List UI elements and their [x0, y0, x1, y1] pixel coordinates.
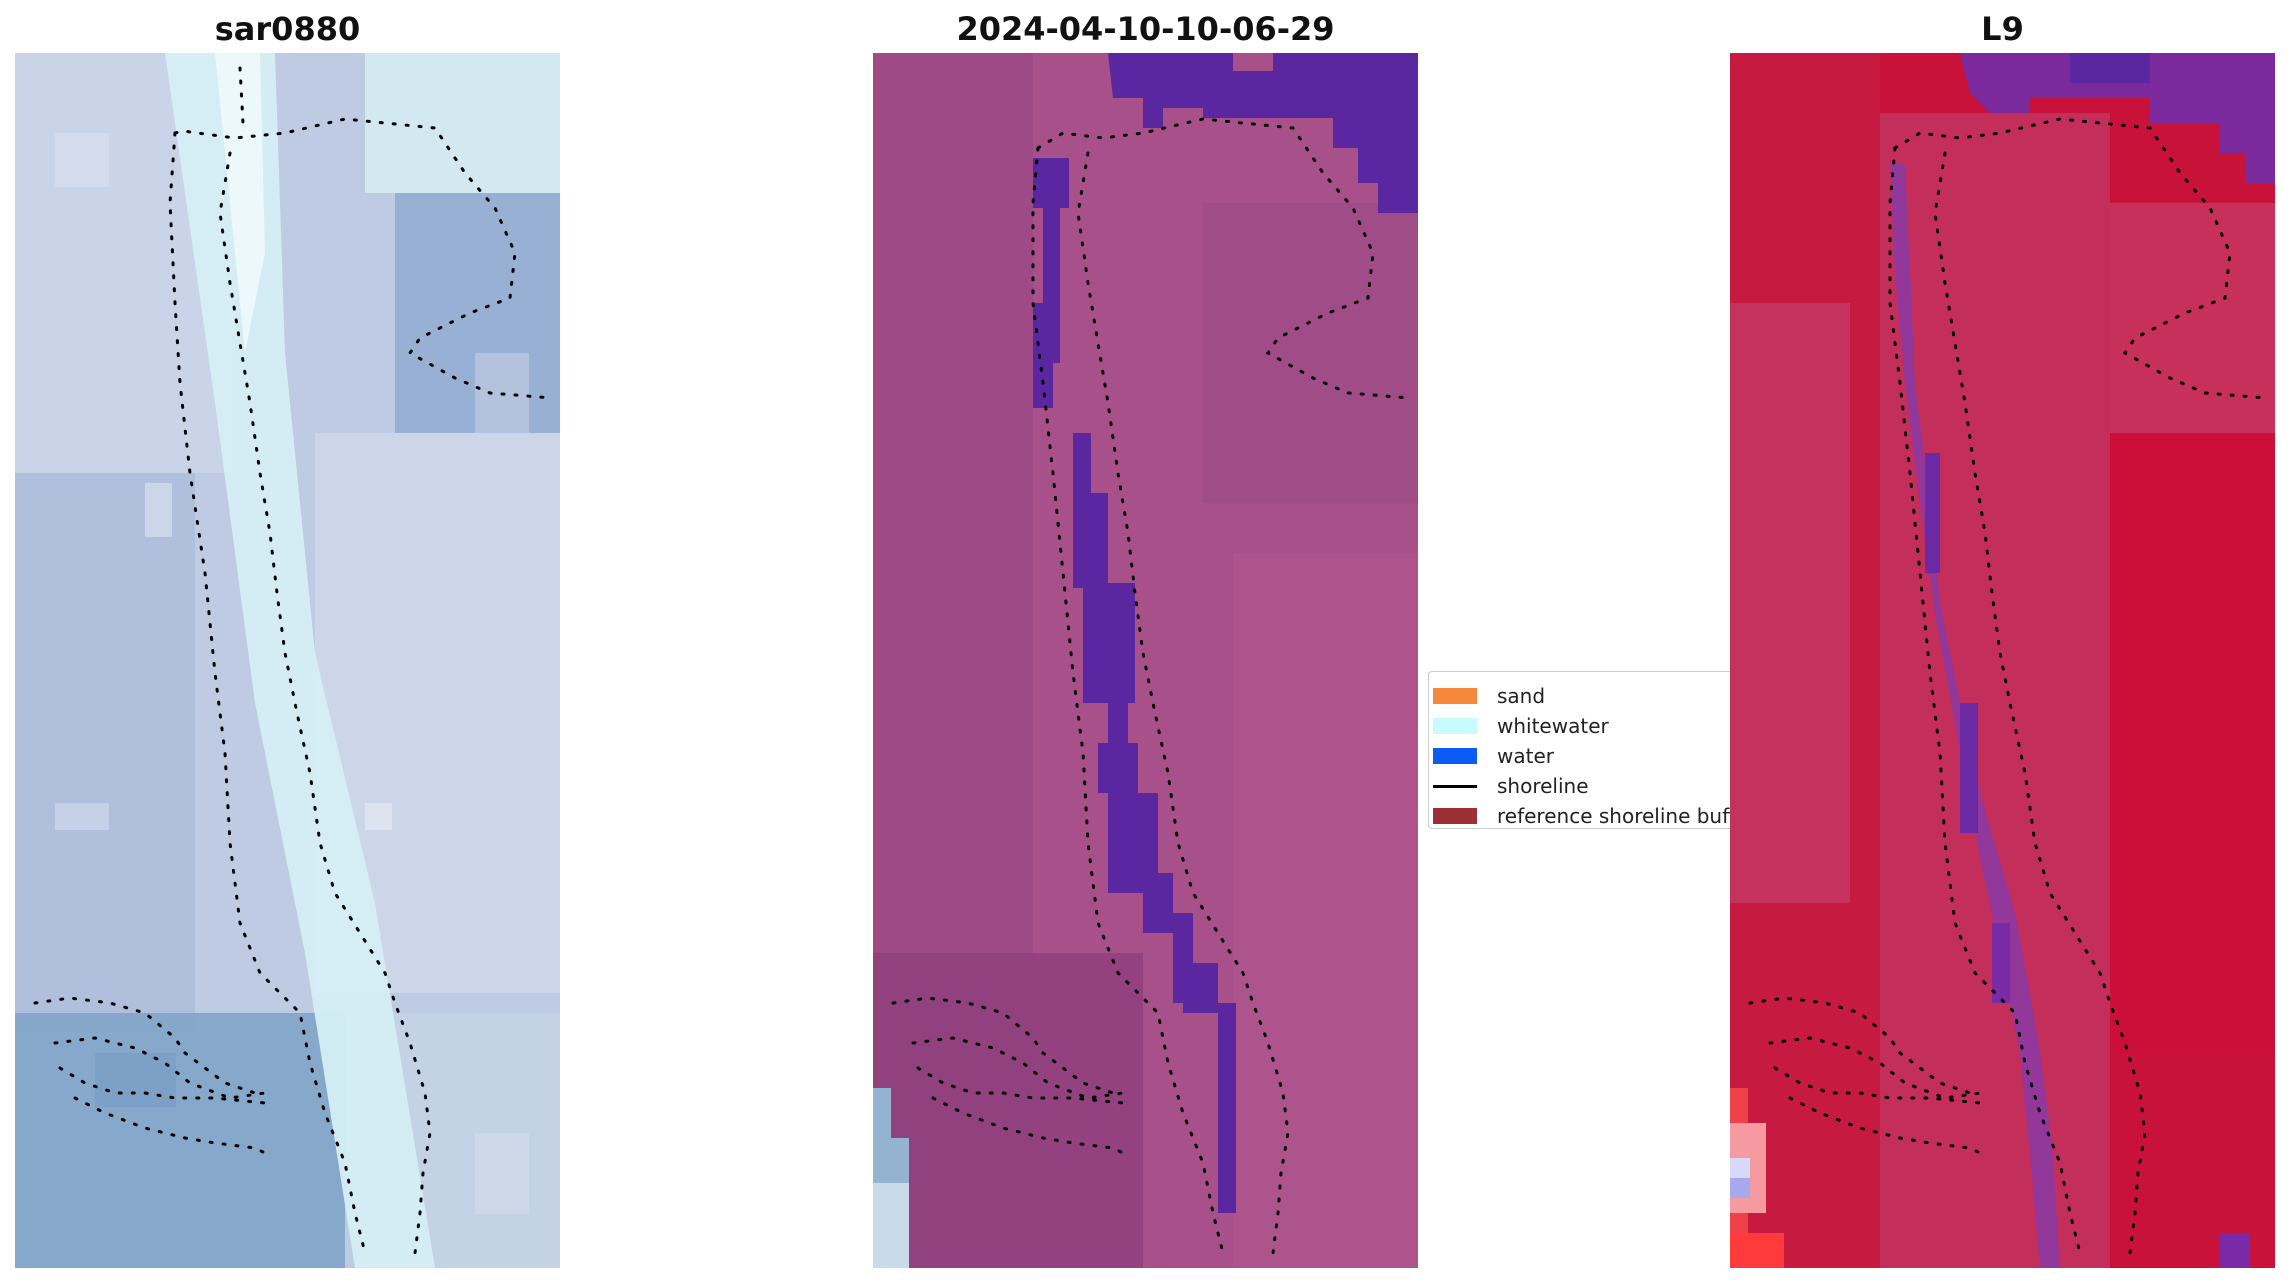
panel-title-satellite: sar0880 [214, 10, 361, 48]
satellite-image [15, 53, 560, 1268]
reference-buffer-swatch [1433, 808, 1477, 824]
classification-image-panel [873, 53, 1418, 1268]
satellite-image-panel [15, 53, 560, 1268]
legend-label-whitewater: whitewater [1497, 714, 1609, 738]
index-image-panel [1730, 53, 2275, 1268]
legend-label-reference-buffer: reference shoreline buffer [1497, 804, 1730, 828]
legend-item-shoreline: shoreline [1433, 773, 1589, 799]
legend-item-reference-buffer: reference shoreline buffer [1433, 803, 1730, 828]
whitewater-swatch [1433, 718, 1477, 734]
legend-item-whitewater: whitewater [1433, 713, 1609, 739]
legend-label-water: water [1497, 744, 1554, 768]
water-swatch [1433, 748, 1477, 764]
legend-item-water: water [1433, 743, 1554, 769]
panel-title-index: L9 [1981, 10, 2024, 48]
sand-swatch [1433, 688, 1477, 704]
shoreline-line-swatch [1433, 784, 1477, 788]
legend: sand whitewater water shoreline referenc… [1428, 671, 1730, 829]
panel-title-date: 2024-04-10-10-06-29 [956, 10, 1335, 48]
legend-label-shoreline: shoreline [1497, 774, 1589, 798]
index-image [1730, 53, 2275, 1268]
legend-label-sand: sand [1497, 684, 1546, 708]
classification-image [873, 53, 1418, 1268]
legend-item-sand: sand [1433, 683, 1545, 709]
